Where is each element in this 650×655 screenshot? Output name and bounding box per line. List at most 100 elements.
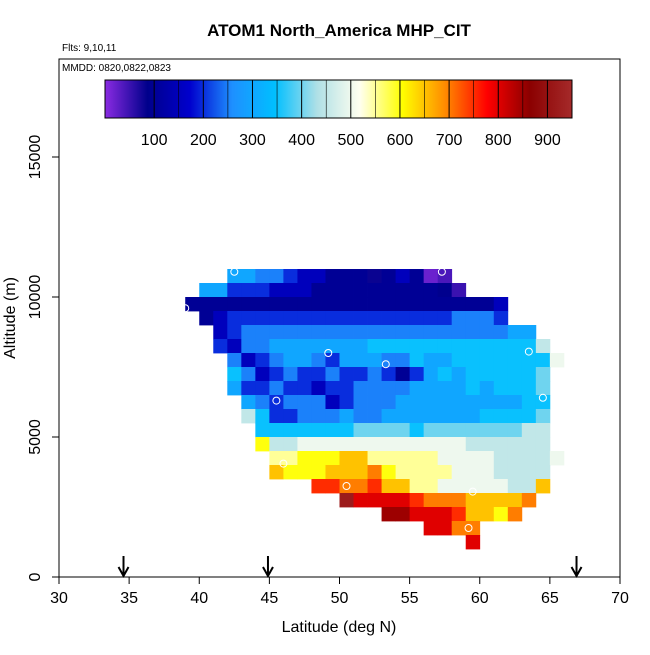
heatmap-cell bbox=[451, 493, 467, 508]
heatmap-cell bbox=[255, 437, 270, 452]
heatmap-cell bbox=[339, 437, 354, 452]
sample-marker bbox=[230, 267, 239, 276]
heatmap-cell bbox=[409, 493, 425, 508]
heatmap-cell bbox=[367, 353, 382, 368]
heatmap-cell bbox=[423, 507, 439, 522]
heatmap-cell bbox=[423, 437, 439, 452]
heatmap-cell bbox=[339, 325, 354, 340]
heatmap-cell bbox=[381, 339, 396, 354]
heatmap-cell bbox=[325, 269, 340, 284]
heatmap-cell bbox=[423, 395, 439, 410]
heatmap-cell bbox=[311, 423, 326, 438]
sample-marker bbox=[468, 487, 477, 496]
heatmap-cell bbox=[479, 297, 495, 312]
heatmap-cell bbox=[507, 409, 523, 424]
heatmap-cell bbox=[339, 367, 354, 382]
heatmap-cell bbox=[283, 339, 298, 354]
heatmap-cell bbox=[409, 423, 425, 438]
y-axis-tick-label: 10000 bbox=[27, 275, 44, 320]
heatmap-cell bbox=[325, 409, 340, 424]
x-axis-tick-label: 40 bbox=[190, 590, 208, 607]
heatmap-cell bbox=[311, 353, 326, 368]
heatmap-cell bbox=[297, 465, 312, 480]
heatmap-cell bbox=[451, 507, 467, 522]
heatmap-cell bbox=[381, 409, 396, 424]
heatmap-cell bbox=[479, 395, 495, 410]
heatmap-cell bbox=[409, 437, 425, 452]
heatmap-cell bbox=[381, 437, 396, 452]
heatmap-cell bbox=[367, 367, 382, 382]
heatmap-cell bbox=[353, 493, 368, 508]
heatmap-cell bbox=[339, 451, 354, 466]
heatmap-cell bbox=[493, 465, 509, 480]
heatmap-cell bbox=[297, 353, 312, 368]
heatmap-cell bbox=[325, 325, 340, 340]
heatmap-cell bbox=[311, 367, 326, 382]
heatmap-cell bbox=[409, 339, 425, 354]
heatmap-cell bbox=[325, 339, 340, 354]
heatmap-cell bbox=[199, 297, 214, 312]
heatmap-cell bbox=[493, 297, 509, 312]
heatmap-cell bbox=[451, 437, 467, 452]
heatmap-cell bbox=[199, 311, 214, 326]
y-axis-tick-label: 15000 bbox=[27, 135, 44, 180]
x-axis-tick-label: 70 bbox=[611, 590, 629, 607]
heatmap-cell bbox=[493, 479, 509, 494]
heatmap-cell bbox=[535, 451, 551, 466]
heatmap-cell bbox=[325, 283, 340, 298]
heatmap-cell bbox=[367, 339, 382, 354]
heatmap-cell bbox=[423, 423, 439, 438]
heatmap-cell bbox=[255, 339, 270, 354]
heatmap-cell bbox=[339, 409, 354, 424]
heatmap-cell bbox=[493, 311, 509, 326]
x-axis-tick-label: 50 bbox=[331, 590, 349, 607]
heatmap-cell bbox=[423, 479, 439, 494]
heatmap-cell bbox=[479, 465, 495, 480]
heatmap-cell bbox=[283, 325, 298, 340]
heatmap-cell bbox=[437, 423, 453, 438]
heatmap-cell bbox=[255, 423, 270, 438]
heatmap-cell bbox=[507, 479, 523, 494]
heatmap-cell bbox=[353, 381, 368, 396]
heatmap-cell bbox=[395, 353, 411, 368]
heatmap-cell bbox=[451, 311, 467, 326]
heatmap-cell bbox=[465, 479, 481, 494]
heatmap-cell bbox=[297, 423, 312, 438]
heatmap-cell bbox=[423, 493, 439, 508]
colorbar-gradient bbox=[104, 79, 573, 119]
heatmap-cell bbox=[493, 507, 509, 522]
heatmap-cell bbox=[269, 381, 284, 396]
heatmap-cell bbox=[451, 297, 467, 312]
heatmap-cell bbox=[227, 339, 242, 354]
heatmap-cell bbox=[535, 395, 551, 410]
heatmap-cell bbox=[339, 297, 354, 312]
heatmap-cell bbox=[297, 297, 312, 312]
heatmap-cell bbox=[255, 325, 270, 340]
heatmap-cell bbox=[339, 395, 354, 410]
heatmap-cell bbox=[451, 325, 467, 340]
heatmap-cell bbox=[381, 507, 396, 522]
heatmap-cell bbox=[367, 423, 382, 438]
heatmap-cell bbox=[255, 367, 270, 382]
heatmap-cell bbox=[451, 409, 467, 424]
heatmap-cell bbox=[283, 381, 298, 396]
heatmap-cell bbox=[437, 367, 453, 382]
sample-marker bbox=[437, 267, 446, 276]
heatmap-cell bbox=[465, 325, 481, 340]
heatmap-cell bbox=[255, 409, 270, 424]
profile-arrows bbox=[117, 556, 583, 579]
heatmap-cell bbox=[241, 395, 256, 410]
heatmap-cell bbox=[241, 381, 256, 396]
sample-marker bbox=[464, 524, 473, 532]
heatmap-cell bbox=[353, 353, 368, 368]
heatmap-cell bbox=[269, 437, 284, 452]
heatmap-cell bbox=[227, 283, 242, 298]
heatmap-cell bbox=[311, 297, 326, 312]
heatmap-cell bbox=[395, 269, 411, 284]
heatmap-cell bbox=[423, 339, 439, 354]
heatmap-cell bbox=[395, 283, 411, 298]
heatmap-cell bbox=[409, 325, 425, 340]
colorbar-tick-label: 800 bbox=[485, 132, 512, 149]
heatmap-cell bbox=[409, 381, 425, 396]
